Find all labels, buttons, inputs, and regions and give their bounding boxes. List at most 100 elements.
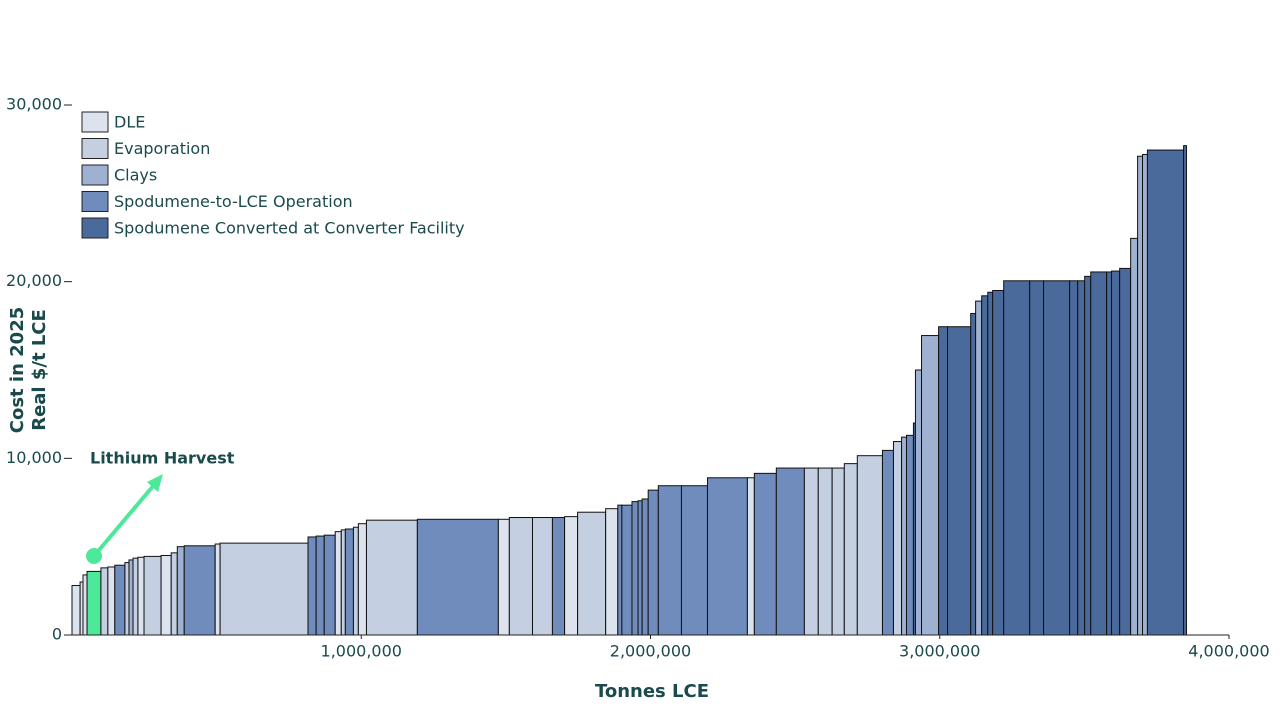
bar bbox=[334, 531, 342, 636]
bar bbox=[132, 557, 139, 636]
bar bbox=[219, 542, 309, 636]
bar bbox=[340, 529, 346, 636]
bar bbox=[905, 434, 914, 636]
bar bbox=[315, 535, 325, 636]
bar bbox=[357, 523, 367, 636]
y-tick-label: 20,000 bbox=[6, 271, 62, 290]
bar bbox=[753, 472, 777, 636]
bar bbox=[86, 570, 102, 636]
bar bbox=[1106, 271, 1113, 636]
legend-label: Spodumene Converted at Converter Facilit… bbox=[114, 219, 465, 238]
bar bbox=[621, 504, 633, 636]
bar bbox=[1029, 280, 1045, 636]
bar bbox=[641, 498, 649, 636]
bar bbox=[352, 526, 359, 636]
bar bbox=[551, 517, 566, 636]
legend-swatch bbox=[81, 138, 109, 159]
bar bbox=[71, 585, 81, 636]
bar bbox=[803, 467, 819, 636]
x-tick-label: 2,000,000 bbox=[610, 642, 691, 661]
bar bbox=[1119, 267, 1132, 636]
x-tick-label: 4,000,000 bbox=[1188, 642, 1269, 661]
bar bbox=[1146, 149, 1185, 636]
bar bbox=[775, 467, 805, 636]
bar bbox=[706, 477, 748, 636]
bar bbox=[344, 528, 354, 636]
bar bbox=[746, 477, 755, 636]
legend-swatch bbox=[81, 217, 109, 239]
bar bbox=[981, 295, 989, 636]
y-tick-label: 0 bbox=[52, 625, 62, 644]
bar bbox=[1111, 270, 1121, 636]
bar bbox=[100, 567, 109, 636]
bar bbox=[831, 467, 845, 636]
bar bbox=[1003, 280, 1031, 636]
bar bbox=[323, 534, 336, 636]
y-tick-label: 30,000 bbox=[6, 95, 62, 114]
y-axis-label: Real $/t LCE bbox=[29, 309, 50, 431]
bar bbox=[970, 312, 977, 636]
bar bbox=[892, 441, 903, 636]
bar bbox=[416, 518, 499, 636]
bar bbox=[1043, 280, 1071, 636]
bar bbox=[137, 556, 145, 636]
bar bbox=[508, 517, 533, 636]
legend-label: Spodumene-to-LCE Operation bbox=[114, 192, 353, 211]
bar bbox=[307, 536, 317, 636]
bar bbox=[657, 485, 682, 636]
bar bbox=[114, 564, 126, 636]
bar bbox=[564, 516, 579, 636]
bar bbox=[176, 546, 185, 636]
legend-swatch bbox=[81, 111, 109, 133]
bar bbox=[992, 290, 1005, 636]
bar bbox=[680, 485, 708, 636]
y-axis-label: Cost in 2025 bbox=[7, 307, 28, 434]
bar bbox=[1084, 275, 1092, 636]
bar bbox=[1077, 280, 1086, 636]
annotation-arrow bbox=[92, 483, 156, 558]
legend-label: Evaporation bbox=[114, 139, 210, 158]
legend-label: Clays bbox=[114, 166, 157, 185]
bar bbox=[938, 326, 949, 636]
annotation-dot bbox=[86, 548, 102, 564]
bar bbox=[856, 455, 883, 636]
bar bbox=[921, 335, 940, 636]
legend-label: DLE bbox=[114, 113, 145, 132]
bar bbox=[1090, 271, 1108, 636]
legend-swatch bbox=[81, 164, 109, 186]
bar bbox=[914, 369, 923, 636]
bar bbox=[637, 500, 643, 636]
bar bbox=[881, 449, 894, 636]
x-tick-label: 1,000,000 bbox=[321, 642, 402, 661]
bar bbox=[365, 519, 418, 636]
legend-swatch bbox=[81, 191, 109, 212]
bar bbox=[901, 436, 907, 636]
bar bbox=[975, 300, 983, 636]
bar bbox=[107, 566, 116, 636]
bar bbox=[1137, 155, 1144, 636]
bar bbox=[531, 517, 553, 636]
bar bbox=[617, 504, 623, 636]
bar bbox=[1142, 153, 1148, 636]
bar bbox=[124, 562, 130, 636]
arrow-head bbox=[147, 474, 163, 492]
bar bbox=[143, 555, 162, 636]
bar bbox=[497, 518, 510, 636]
bar bbox=[987, 291, 994, 636]
y-tick-label: 10,000 bbox=[6, 448, 62, 467]
bar bbox=[647, 489, 659, 636]
bar bbox=[128, 559, 134, 636]
annotation: Lithium Harvest bbox=[90, 449, 235, 468]
bar bbox=[843, 463, 858, 636]
bar bbox=[1183, 145, 1187, 636]
bar bbox=[947, 326, 972, 636]
bar bbox=[1069, 280, 1079, 636]
x-tick-label: 3,000,000 bbox=[899, 642, 980, 661]
bar bbox=[605, 508, 619, 636]
bar bbox=[183, 545, 216, 636]
bar bbox=[170, 552, 178, 636]
bar bbox=[214, 543, 221, 636]
bar bbox=[160, 555, 172, 636]
bar bbox=[1130, 237, 1139, 636]
